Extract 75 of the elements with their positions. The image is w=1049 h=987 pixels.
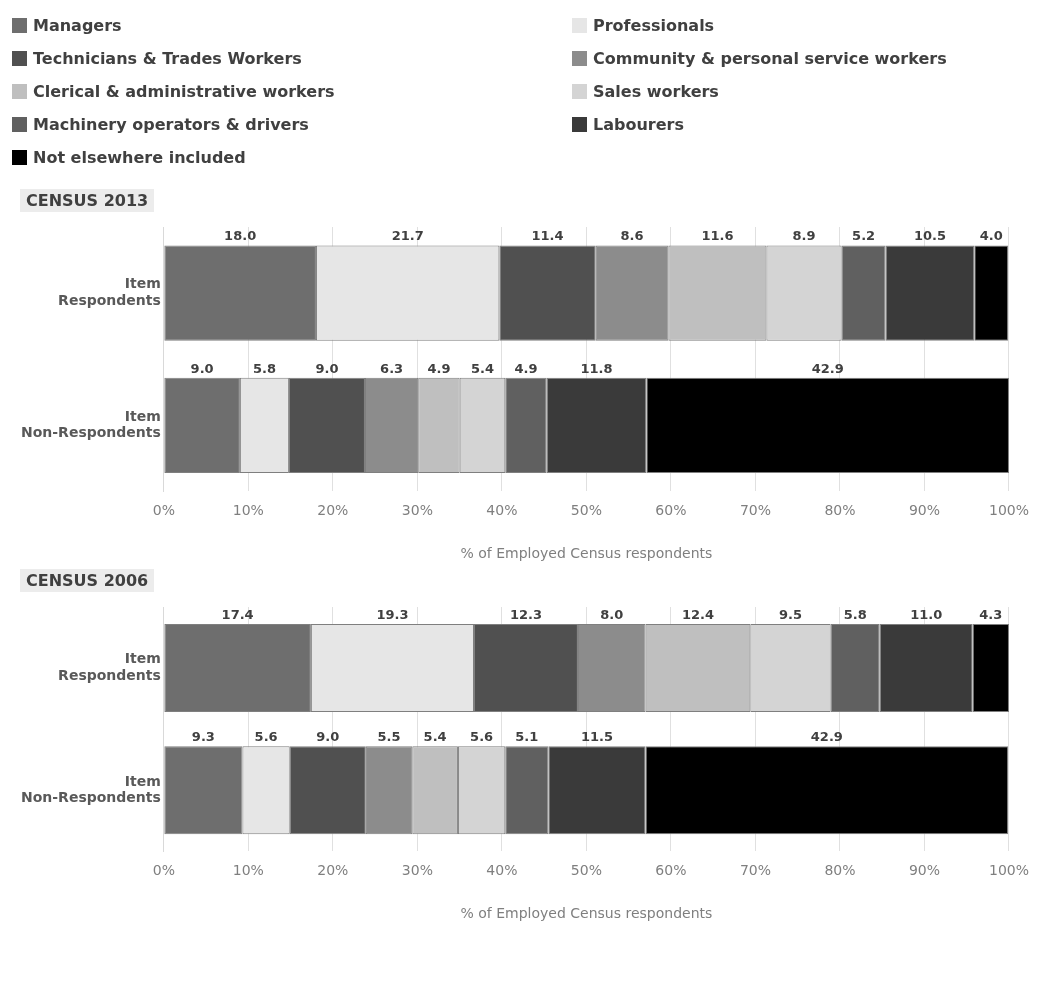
data-label: 5.6 (470, 729, 494, 745)
x-tick-label: 40% (486, 502, 518, 519)
data-label: 11.4 (531, 228, 564, 244)
chart-title: CENSUS 2013 (20, 189, 155, 212)
data-label: 5.4 (423, 729, 447, 745)
x-tick-label: 80% (824, 862, 856, 879)
data-label: 4.9 (514, 360, 538, 376)
legend-label: Labourers (593, 115, 684, 134)
x-tick-label: 70% (739, 502, 771, 519)
x-tick-label: 100% (988, 502, 1029, 519)
legend-label: Managers (33, 16, 122, 35)
data-label: 9.5 (779, 606, 803, 622)
y-tick-label: Item Non-Respondents (20, 407, 161, 441)
data-label: 8.6 (620, 228, 644, 244)
x-tick-label: 10% (232, 502, 264, 519)
data-label: 4.3 (979, 606, 1003, 622)
data-label: 12.3 (509, 606, 543, 622)
x-axis-title: % of Employed Census respondents (460, 545, 713, 562)
legend-label: Not elsewhere included (33, 148, 246, 167)
data-label: 10.5 (913, 228, 947, 244)
data-label: 42.9 (810, 729, 843, 745)
data-label: 9.0 (190, 360, 214, 376)
legend-label: Sales workers (593, 82, 719, 101)
data-label: 12.4 (681, 606, 715, 622)
data-label: 8.0 (600, 606, 624, 622)
data-label: 17.4 (221, 606, 254, 622)
data-label: 11.6 (701, 228, 734, 244)
data-label: 5.8 (252, 360, 276, 376)
y-tick-label: Item Respondents (58, 650, 161, 684)
data-label: 5.8 (843, 606, 867, 622)
data-label: 18.0 (224, 228, 257, 244)
data-label: 5.2 (852, 228, 876, 244)
x-tick-label: 60% (655, 502, 687, 519)
data-label: 11.5 (580, 729, 614, 745)
x-tick-label: 50% (570, 502, 602, 519)
data-label: 5.5 (377, 729, 401, 745)
data-label: 11.0 (910, 606, 943, 622)
data-label: 9.3 (191, 729, 215, 745)
legend-label: Community & personal service workers (593, 49, 947, 68)
data-label: 5.4 (470, 360, 494, 376)
x-tick-label: 40% (486, 862, 518, 879)
y-tick-label: Item Non-Respondents (20, 772, 161, 806)
legend-label: Technicians & Trades Workers (33, 49, 302, 68)
data-label: 11.8 (580, 360, 613, 376)
legend-label: Clerical & administrative workers (33, 82, 335, 101)
chart-title: CENSUS 2006 (20, 569, 155, 592)
data-label: 4.0 (979, 228, 1003, 244)
x-tick-label: 30% (401, 862, 433, 879)
x-tick-label: 60% (655, 862, 687, 879)
x-tick-label: 0% (152, 502, 175, 519)
x-tick-label: 90% (908, 862, 941, 879)
x-tick-label: 30% (401, 502, 433, 519)
x-axis-title: % of Employed Census respondents (460, 905, 713, 922)
data-label: 9.0 (316, 729, 340, 745)
data-label: 5.1 (515, 729, 539, 745)
x-tick-label: 20% (317, 502, 349, 519)
data-label: 9.0 (315, 360, 339, 376)
x-tick-label: 90% (908, 502, 941, 519)
x-tick-label: 50% (570, 862, 602, 879)
data-label: 4.9 (427, 360, 451, 376)
x-tick-label: 0% (152, 862, 175, 879)
data-label: 42.9 (811, 360, 844, 376)
x-tick-label: 70% (739, 862, 771, 879)
x-tick-label: 100% (988, 862, 1029, 879)
x-tick-label: 20% (317, 862, 349, 879)
legend-label: Professionals (593, 16, 715, 35)
legend-label: Machinery operators & drivers (33, 115, 309, 134)
x-tick-label: 80% (824, 502, 856, 519)
data-label: 21.7 (391, 228, 424, 244)
data-label: 8.9 (792, 228, 816, 244)
y-tick-label: Item Respondents (58, 275, 161, 309)
data-label: 6.3 (380, 360, 404, 376)
x-tick-label: 10% (232, 862, 264, 879)
data-label: 19.3 (376, 606, 409, 622)
data-label: 5.6 (254, 729, 278, 745)
